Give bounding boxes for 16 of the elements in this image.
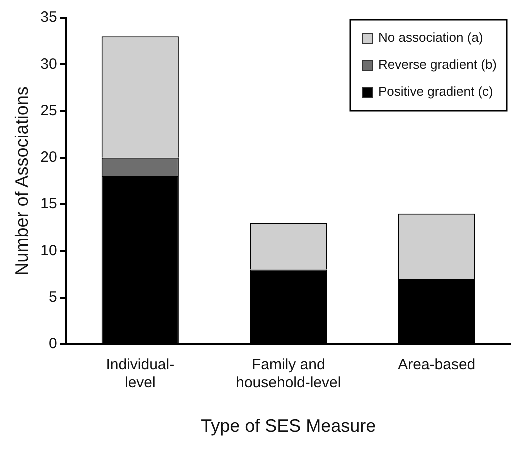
y-tick-label: 10 [40,242,58,260]
x-tick-label: Family and household-level [236,356,342,392]
x-tick-label: Area-based [398,356,476,374]
y-tick-label: 30 [40,56,58,73]
legend-label: Reverse gradient (b) [378,57,497,72]
y-tick-label: 20 [40,149,58,166]
x-axis-title: Type of SES Measure [201,416,376,436]
y-tick-label: 35 [40,9,58,26]
x-tick-label: Individual-level [106,356,175,392]
y-axis-title: Number of Associations [12,86,32,276]
legend-label: No association (a) [378,30,484,46]
legend-label: Positive gradient (c) [378,84,494,100]
y-tick-label: 25 [40,102,58,120]
y-tick-label: 15 [40,196,58,213]
y-tick-label: 5 [48,288,58,306]
y-tick-label: 0 [48,336,58,353]
